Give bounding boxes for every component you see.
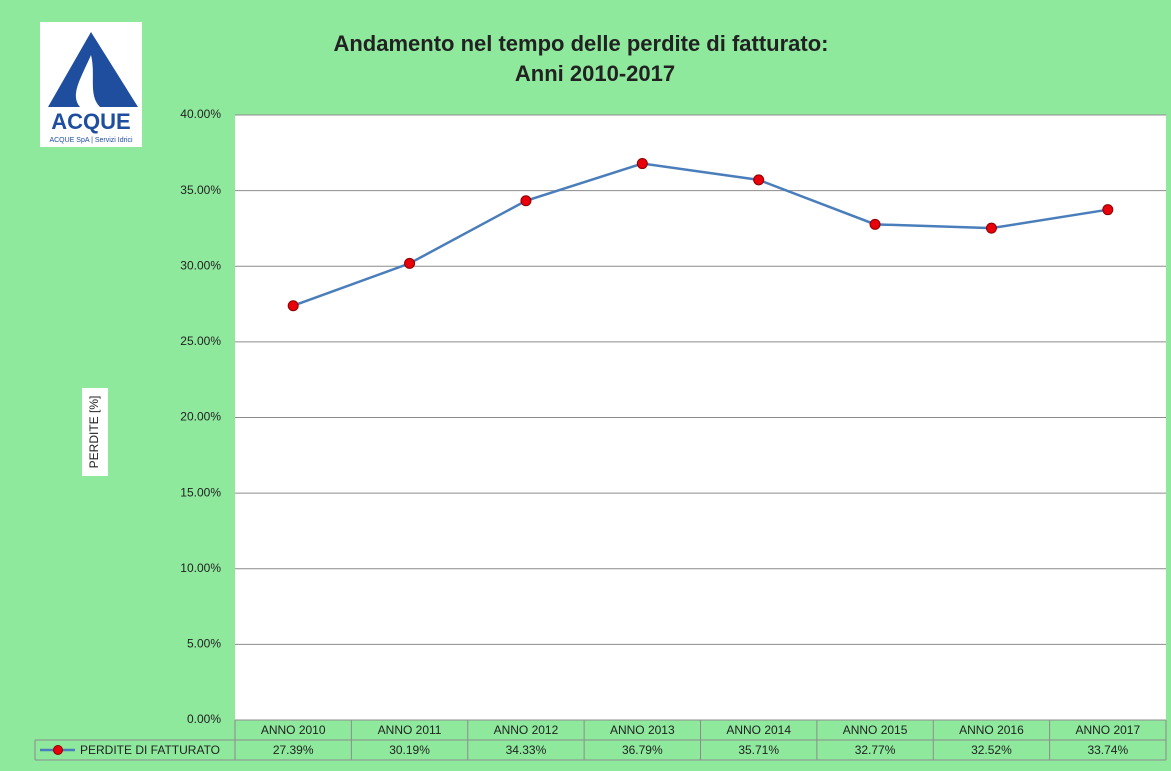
chart-title: Anni 2010-2017 — [515, 61, 675, 86]
y-label-box — [82, 388, 108, 476]
logo-name: ACQUE — [51, 109, 130, 134]
value-label: 32.52% — [971, 743, 1012, 757]
x-tick-label: ANNO 2017 — [1075, 723, 1140, 737]
data-point — [636, 158, 648, 170]
logo-tagline: ACQUE SpA | Servizi Idrici — [49, 137, 133, 144]
data-point — [1102, 204, 1114, 216]
x-tick-label: ANNO 2013 — [610, 723, 675, 737]
data-point — [869, 218, 881, 230]
x-tick-label: ANNO 2011 — [378, 723, 442, 737]
legend-marker — [53, 745, 63, 755]
y-tick-label: 40.00% — [180, 107, 221, 121]
value-label: 34.33% — [506, 743, 547, 757]
logo-drop — [75, 55, 100, 107]
y-tick-label: 20.00% — [180, 410, 221, 424]
y-tick-label: 10.00% — [180, 561, 221, 575]
data-point — [753, 174, 765, 186]
value-label: 35.71% — [738, 743, 779, 757]
y-tick-label: 30.00% — [180, 258, 221, 272]
y-tick-label: 25.00% — [180, 334, 221, 348]
logo: ACQUE ACQUE SpA | Servizi Idrici — [40, 22, 142, 147]
data-point — [287, 300, 299, 312]
y-tick-label: 5.00% — [187, 637, 221, 651]
value-label: 32.77% — [855, 743, 896, 757]
data-point — [520, 195, 532, 207]
y-tick-label: 15.00% — [180, 485, 221, 499]
x-tick-label: ANNO 2016 — [959, 723, 1024, 737]
y-tick-label: 0.00% — [187, 712, 221, 726]
value-label: 36.79% — [622, 743, 663, 757]
data-point — [985, 222, 997, 234]
x-tick-label: ANNO 2015 — [843, 723, 908, 737]
y-tick-label: 35.00% — [180, 183, 221, 197]
x-tick-label: ANNO 2010 — [261, 723, 326, 737]
value-label: 33.74% — [1087, 743, 1128, 757]
value-label: 30.19% — [389, 743, 430, 757]
x-tick-label: ANNO 2012 — [494, 723, 559, 737]
legend-label: PERDITE DI FATTURATO — [80, 743, 220, 757]
data-point — [404, 257, 416, 269]
logo-triangle — [48, 32, 138, 107]
x-tick-label: ANNO 2014 — [726, 723, 791, 737]
y-axis-label: PERDITE [%] — [87, 396, 101, 469]
series-line — [292, 162, 1109, 307]
chart-title: Andamento nel tempo delle perdite di fat… — [333, 31, 828, 56]
value-label: 27.39% — [273, 743, 314, 757]
